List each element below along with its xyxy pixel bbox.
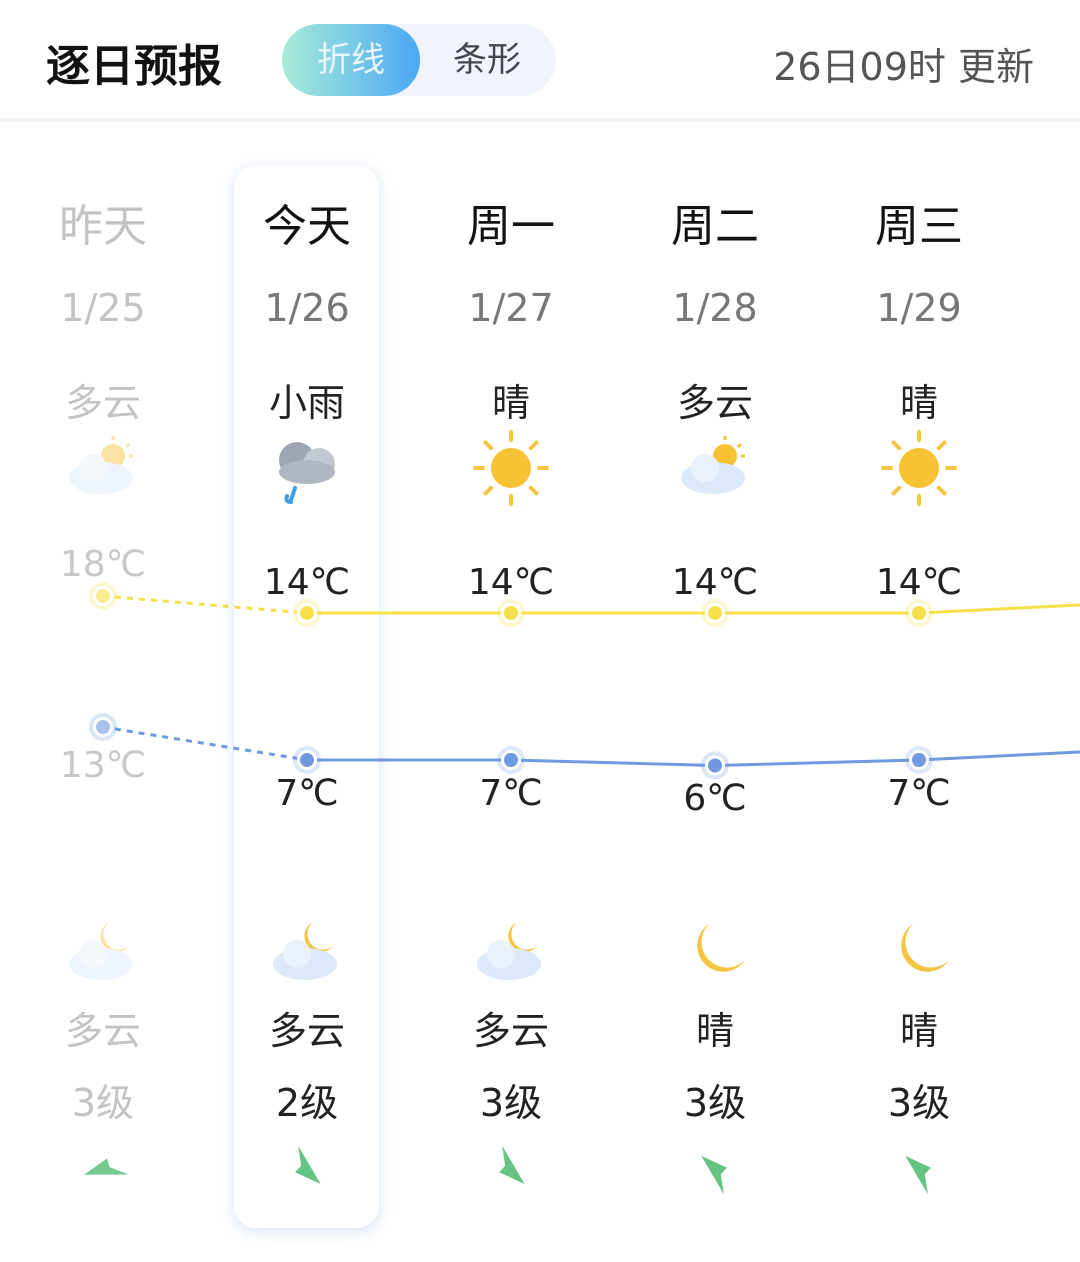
wind-level: 2级 bbox=[275, 1081, 339, 1125]
night-weather: 晴 bbox=[695, 1009, 734, 1053]
update-time: 26日09时 更新 bbox=[773, 45, 1034, 89]
day-weather: 小雨 bbox=[268, 381, 345, 425]
day-weather: 晴 bbox=[491, 381, 530, 425]
night-weather: 晴 bbox=[899, 1009, 938, 1053]
high-temp: 18℃ bbox=[59, 544, 147, 585]
day-weather: 多云 bbox=[64, 381, 141, 425]
day-column[interactable]: 周二 1/28 多云 14℃ 6℃ 晴 3级 bbox=[613, 0, 817, 1262]
night-weather: 多云 bbox=[268, 1009, 345, 1053]
page-title: 逐日预报 bbox=[46, 41, 222, 92]
wind-level: 3级 bbox=[479, 1081, 543, 1125]
high-temp: 14℃ bbox=[875, 562, 963, 603]
wind-level: 3级 bbox=[683, 1081, 747, 1125]
day-label: 昨天 bbox=[59, 201, 147, 252]
high-temp: 14℃ bbox=[467, 562, 555, 603]
high_val-line-segment bbox=[918, 603, 1080, 615]
high_val-point bbox=[701, 599, 729, 627]
moon-icon bbox=[901, 924, 949, 972]
sun-icon bbox=[473, 430, 549, 506]
wind-level: 3级 bbox=[887, 1081, 951, 1125]
moon-icon bbox=[697, 924, 745, 972]
date-label: 1/28 bbox=[672, 286, 758, 330]
low-temp: 7℃ bbox=[275, 773, 339, 814]
tab-bar[interactable]: 条形 bbox=[453, 40, 521, 80]
low_val-point bbox=[293, 746, 321, 774]
day-label: 周一 bbox=[467, 201, 555, 252]
low-temp: 13℃ bbox=[59, 745, 147, 786]
day-label: 周三 bbox=[875, 201, 963, 252]
high-temp: 14℃ bbox=[671, 562, 759, 603]
day-weather: 晴 bbox=[899, 381, 938, 425]
low_val-line-segment bbox=[918, 750, 1080, 762]
low-temp: 7℃ bbox=[479, 773, 543, 814]
day-weather: 多云 bbox=[676, 381, 753, 425]
high-temp: 14℃ bbox=[263, 562, 351, 603]
low_val-line-segment bbox=[102, 725, 308, 762]
date-label: 1/25 bbox=[60, 286, 146, 330]
low-temp: 7℃ bbox=[887, 773, 951, 814]
low_val-line-segment bbox=[510, 758, 716, 767]
high_val-point bbox=[89, 582, 117, 610]
sun-icon bbox=[881, 430, 957, 506]
header: 逐日预报 条形 折线 26日09时 更新 bbox=[0, 0, 1080, 122]
wind-direction-icon bbox=[295, 1145, 321, 1185]
low_val-point bbox=[497, 746, 525, 774]
day-column[interactable]: 今天 1/26 小雨 14℃ 7℃ 多云 2级 bbox=[205, 0, 409, 1262]
today-highlight bbox=[234, 165, 379, 1228]
cloud-moon-icon bbox=[273, 922, 337, 980]
date-label: 1/26 bbox=[264, 286, 350, 330]
day-label: 周二 bbox=[671, 201, 759, 252]
low_val-point bbox=[89, 713, 117, 741]
night-weather: 多云 bbox=[64, 1009, 141, 1053]
chart-mode-toggle: 条形 折线 bbox=[282, 24, 556, 96]
low_val-line-segment bbox=[714, 758, 920, 767]
date-label: 1/29 bbox=[876, 286, 962, 330]
high_val-point bbox=[497, 599, 525, 627]
date-label: 1/27 bbox=[468, 286, 554, 330]
day-column[interactable]: 周三 1/29 晴 14℃ 7℃ 晴 3级 bbox=[817, 0, 1021, 1262]
cloud-sun-icon bbox=[681, 436, 745, 494]
night-weather: 多云 bbox=[472, 1009, 549, 1053]
low_val-point bbox=[701, 751, 729, 780]
cloud-moon-icon bbox=[69, 922, 133, 980]
wind-direction-icon bbox=[499, 1145, 525, 1185]
day-label: 今天 bbox=[263, 201, 351, 252]
wind-level: 3级 bbox=[71, 1081, 135, 1125]
wind-direction-icon bbox=[83, 1158, 129, 1175]
light-rain-icon bbox=[279, 442, 335, 504]
wind-direction-icon bbox=[701, 1155, 727, 1195]
cloud-moon-icon bbox=[477, 922, 541, 980]
day-column[interactable]: 周一 1/27 晴 14℃ 7℃ 多云 3级 bbox=[409, 0, 613, 1262]
day-column[interactable]: 昨天 1/25 多云 18℃ 13℃ 多云 3级 bbox=[1, 0, 205, 1262]
wind-direction-icon bbox=[905, 1155, 931, 1195]
high_val-point bbox=[905, 599, 933, 627]
low-temp: 6℃ bbox=[683, 778, 747, 819]
tab-line[interactable]: 折线 bbox=[282, 24, 420, 96]
high_val-point bbox=[293, 599, 321, 627]
cloud-sun-icon bbox=[69, 436, 133, 494]
high_val-line-segment bbox=[102, 594, 308, 615]
low_val-point bbox=[905, 746, 933, 774]
